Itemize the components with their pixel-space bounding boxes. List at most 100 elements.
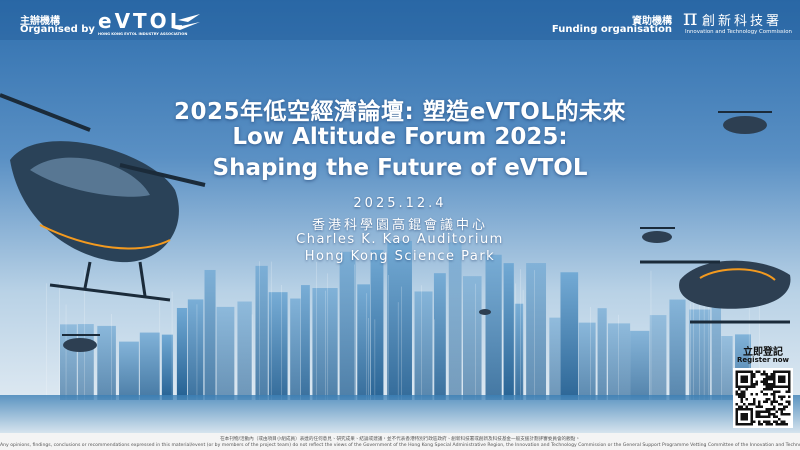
qr-module [760, 410, 763, 413]
qr-module [745, 375, 748, 378]
qr-module [740, 395, 743, 398]
qr-module [758, 423, 761, 426]
qr-module [745, 388, 748, 391]
building [139, 332, 160, 400]
qr-module [748, 408, 751, 411]
title-zh: 2025年低空經濟論壇: 塑造eVTOL的未來 [173, 99, 626, 125]
qr-module [788, 380, 791, 383]
qr-module [785, 413, 788, 416]
organiser-logo-subtext: HONG KONG EVTOL INDUSTRY ASSOCIATION [98, 32, 188, 36]
qr-module [743, 423, 746, 426]
qr-module [738, 395, 741, 398]
qr-module [753, 375, 756, 378]
qr-module [735, 403, 738, 406]
qr-module [740, 415, 743, 418]
qr-module [760, 373, 763, 376]
qr-module [785, 423, 788, 426]
qr-module [753, 398, 756, 401]
qr-module [770, 393, 773, 396]
qr-module [768, 388, 771, 391]
qr-module [773, 408, 776, 411]
qr-module [775, 423, 778, 426]
qr-module [765, 420, 768, 423]
qr-module [773, 393, 776, 396]
qr-module [755, 370, 758, 373]
qr-module [758, 413, 761, 416]
qr-module [758, 420, 761, 423]
funder-label-en: Funding organisation [551, 24, 672, 35]
qr-module [768, 423, 771, 426]
qr-module [768, 385, 771, 388]
qr-module [748, 403, 751, 406]
qr-module [778, 408, 781, 411]
qr-module [743, 418, 746, 421]
qr-module [738, 370, 741, 373]
title-en-line1: Low Altitude Forum 2025: [232, 124, 568, 150]
venue-en-line2: Hong Kong Science Park [304, 249, 496, 264]
qr-module [780, 420, 783, 423]
qr-module [743, 415, 746, 418]
qr-module [768, 415, 771, 418]
qr-module [755, 380, 758, 383]
qr-module [788, 370, 791, 373]
register-label-en[interactable]: Register now [737, 356, 789, 364]
qr-module [780, 413, 783, 416]
aircraft-left [0, 93, 206, 302]
qr-module [735, 415, 738, 418]
qr-module [763, 420, 766, 423]
register-label-zh[interactable]: 立即登記 [743, 347, 783, 358]
qr-module [783, 378, 786, 381]
qr-code[interactable] [733, 368, 793, 428]
qr-module [755, 383, 758, 386]
qr-module [738, 423, 741, 426]
building [237, 301, 252, 400]
qr-module [780, 408, 783, 411]
building [514, 303, 524, 400]
building [357, 284, 371, 400]
qr-module [785, 405, 788, 408]
qr-module [755, 410, 758, 413]
qr-module [768, 413, 771, 416]
qr-module [740, 375, 743, 378]
building [630, 330, 650, 400]
qr-module [740, 380, 743, 383]
qr-module [788, 400, 791, 403]
qr-module [785, 370, 788, 373]
qr-module [753, 383, 756, 386]
building [370, 249, 384, 400]
qr-module [760, 380, 763, 383]
qr-module [765, 398, 768, 401]
qr-module [743, 380, 746, 383]
building [607, 323, 631, 400]
qr-module [735, 390, 738, 393]
qr-module [735, 423, 738, 426]
qr-module [770, 400, 773, 403]
building [485, 254, 502, 400]
qr-module [788, 378, 791, 381]
qr-module [735, 408, 738, 411]
qr-module [788, 385, 791, 388]
building [339, 251, 356, 400]
qr-module [763, 415, 766, 418]
building [526, 263, 547, 400]
building [187, 299, 204, 400]
qr-module [750, 385, 753, 388]
qr-module [743, 395, 746, 398]
qr-module [735, 413, 738, 416]
building [549, 317, 561, 400]
building [578, 322, 596, 400]
qr-module [743, 408, 746, 411]
qr-module [768, 383, 771, 386]
qr-module [750, 418, 753, 421]
qr-module [773, 370, 776, 373]
qr-module [745, 423, 748, 426]
building [176, 307, 188, 400]
qr-module [768, 378, 771, 381]
qr-module [738, 405, 741, 408]
building [721, 336, 733, 400]
qr-module [745, 405, 748, 408]
qr-module [770, 385, 773, 388]
qr-module [778, 418, 781, 421]
building [689, 309, 711, 400]
qr-module [750, 370, 753, 373]
